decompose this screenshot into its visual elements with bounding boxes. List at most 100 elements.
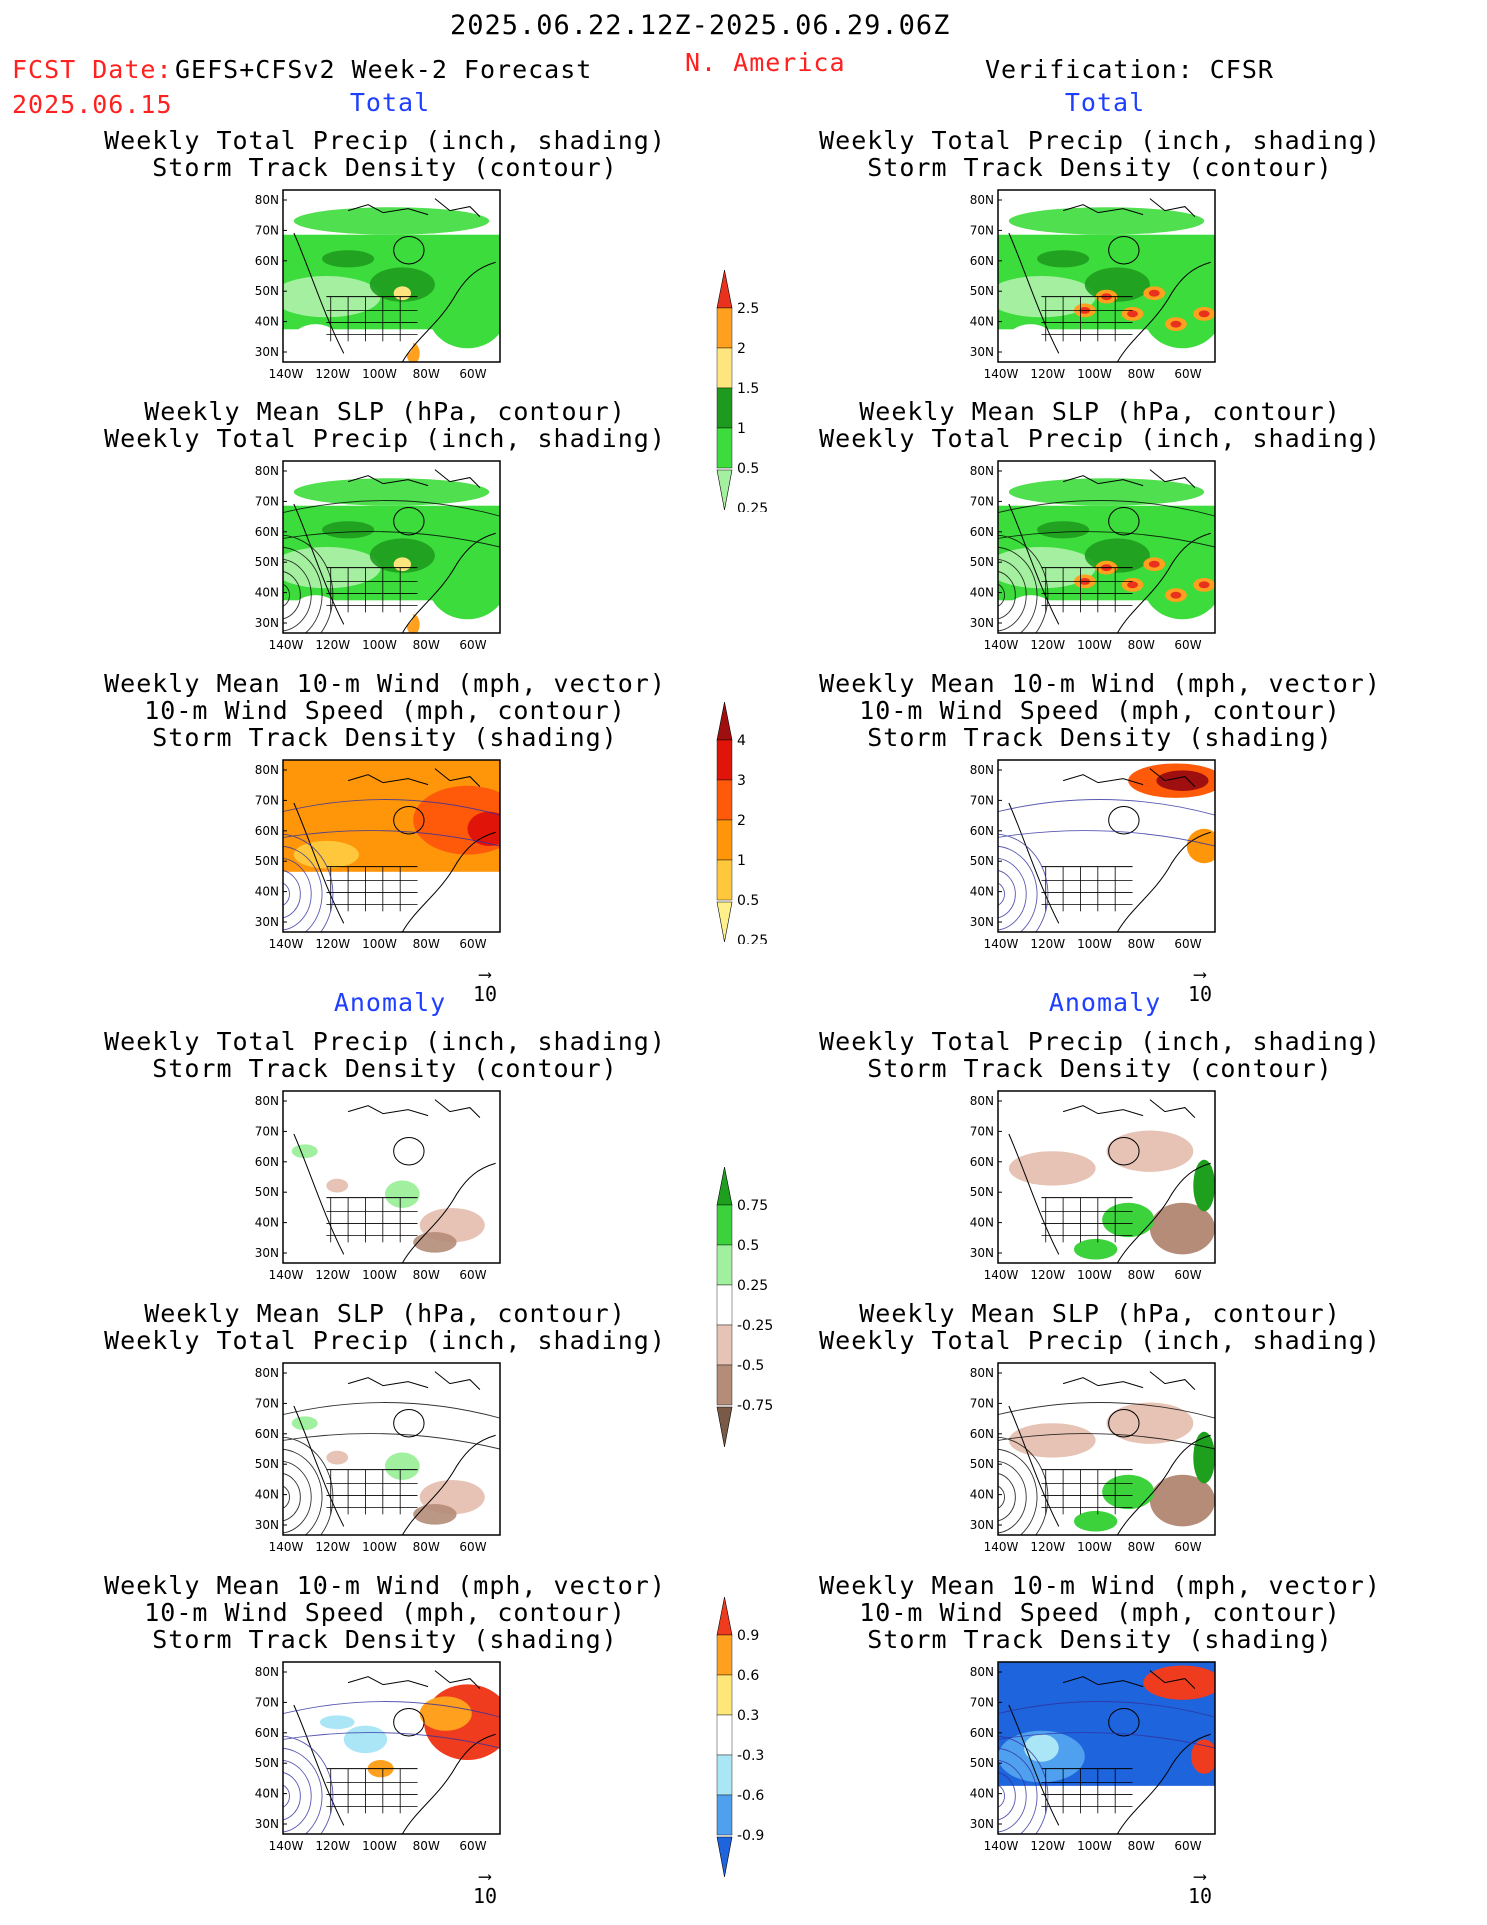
lat-tick-label: 70N [255,494,279,508]
lon-tick-label: 120W [315,1268,350,1282]
lon-tick-label: 80W [1128,1268,1155,1282]
title-row6-right: Weekly Mean 10-m Wind (mph, vector) 10-m … [819,1571,1381,1654]
lon-tick-label: 120W [1030,638,1065,652]
lon-tick-label: 80W [1128,1839,1155,1853]
colorbar-label: 0.5 [737,461,759,477]
lat-tick-label: 60N [970,254,994,268]
lon-tick-label: 140W [984,638,1019,652]
map-row2-right: 80N 70N 60N 50N 40N 30N 140W 120W 100W 80W 60W [955,456,1230,661]
colorbar-label: -0.25 [737,1318,773,1334]
lat-tick-label: 70N [255,1124,279,1138]
map-row6-right: 80N 70N 60N 50N 40N 30N 140W 120W 100W 80W 60W [955,1657,1230,1862]
lat-tick-label: 30N [970,616,994,630]
section-anomaly-left: Anomaly [333,988,447,1017]
lon-tick-label: 100W [1077,638,1112,652]
lat-tick-label: 60N [970,525,994,539]
lat-tick-label: 60N [970,1726,994,1740]
lat-tick-label: 80N [970,1094,994,1108]
lon-tick-label: 120W [315,638,350,652]
lon-tick-label: 80W [1128,1540,1155,1554]
lat-tick-label: 50N [970,1756,994,1770]
title-row6-left: Weekly Mean 10-m Wind (mph, vector) 10-m … [104,1571,666,1654]
colorbar-label: 0.75 [737,1198,768,1214]
lon-tick-label: 100W [362,1540,397,1554]
lat-tick-label: 60N [255,1726,279,1740]
colorbar-label: -0.75 [737,1398,773,1414]
lat-tick-label: 40N [255,586,279,600]
lon-tick-label: 140W [984,1839,1019,1853]
lon-tick-label: 100W [1077,1268,1112,1282]
lat-tick-label: 60N [970,824,994,838]
lat-tick-label: 30N [970,1817,994,1831]
lon-tick-label: 80W [413,1540,440,1554]
lat-tick-label: 50N [970,1185,994,1199]
lat-tick-label: 50N [970,854,994,868]
map-row1-right: 80N 70N 60N 50N 40N 30N 140W 120W 100W 80W 60W [955,185,1230,390]
lon-tick-label: 80W [413,638,440,652]
lat-tick-label: 50N [255,284,279,298]
lat-tick-label: 80N [970,193,994,207]
lat-tick-label: 40N [255,315,279,329]
lon-tick-label: 120W [1030,1839,1065,1853]
lat-tick-label: 30N [255,616,279,630]
lon-tick-label: 100W [362,638,397,652]
lat-tick-label: 80N [255,193,279,207]
section-total-right: Total [1064,88,1146,117]
lat-tick-label: 30N [970,1246,994,1260]
colorbar-label: -0.3 [737,1748,764,1764]
forecast-period: 2025.06.22.12Z-2025.06.29.06Z [450,10,951,41]
lon-tick-label: 100W [362,937,397,951]
lon-tick-label: 60W [459,937,486,951]
lon-tick-label: 140W [984,937,1019,951]
lat-tick-label: 70N [255,1396,279,1410]
colorbar-storm-total: 4 3 2 1 0.5 0.25 [715,700,785,949]
map-row1-left: 80N 70N 60N 50N 40N 30N 140W 120W 100W 80W 60W [240,185,515,390]
lon-tick-label: 80W [413,367,440,381]
lat-tick-label: 60N [255,254,279,268]
lon-tick-label: 80W [1128,367,1155,381]
lat-tick-label: 80N [970,1366,994,1380]
lat-tick-label: 40N [970,315,994,329]
colorbar-precip-anom: 0.75 0.5 0.25 -0.25 -0.5 -0.75 [715,1165,785,1453]
title-row4-right: Weekly Total Precip (inch, shading) Storm… [819,1027,1381,1083]
colorbar-precip-total: 2.5 2 1.5 1 0.5 0.25 [715,268,785,517]
lon-tick-label: 60W [1174,638,1201,652]
lat-tick-label: 30N [255,345,279,359]
lat-tick-label: 40N [255,1216,279,1230]
lon-tick-label: 60W [459,367,486,381]
lat-tick-label: 30N [255,915,279,929]
section-anomaly-right: Anomaly [1048,988,1162,1017]
lon-tick-label: 140W [269,1839,304,1853]
lat-tick-label: 60N [255,525,279,539]
map-row5-right: 80N 70N 60N 50N 40N 30N 140W 120W 100W 80W 60W [955,1358,1230,1563]
lon-tick-label: 120W [315,937,350,951]
lat-tick-label: 80N [255,1665,279,1679]
colorbar-label: -0.9 [737,1828,764,1844]
lat-tick-label: 80N [255,1366,279,1380]
colorbar-label: 0.9 [737,1628,759,1644]
section-total-left: Total [349,88,431,117]
lat-tick-label: 60N [970,1427,994,1441]
lon-tick-label: 100W [362,367,397,381]
lon-tick-label: 60W [1174,937,1201,951]
lon-tick-label: 100W [362,1268,397,1282]
map-row2-left: 80N 70N 60N 50N 40N 30N 140W 120W 100W 80W 60W [240,456,515,661]
lon-tick-label: 80W [1128,937,1155,951]
lat-tick-label: 40N [970,586,994,600]
lon-tick-label: 120W [315,1839,350,1853]
colorbar-label: 0.25 [737,501,768,512]
lon-tick-label: 100W [362,1839,397,1853]
lon-tick-label: 100W [1077,1839,1112,1853]
lat-tick-label: 80N [255,1094,279,1108]
title-row5-left: Weekly Mean SLP (hPa, contour) Weekly Tot… [104,1299,666,1355]
lon-tick-label: 120W [1030,937,1065,951]
lat-tick-label: 40N [970,1216,994,1230]
lat-tick-label: 70N [970,793,994,807]
colorbar-label: 2 [737,813,746,829]
lon-tick-label: 80W [1128,638,1155,652]
title-row1-right: Weekly Total Precip (inch, shading) Storm… [819,126,1381,182]
vector-ref-row3-right: ⟶ 10 [1187,964,1213,1007]
lat-tick-label: 30N [970,345,994,359]
colorbar-label: 0.25 [737,1278,768,1294]
lat-tick-label: 70N [970,1695,994,1709]
